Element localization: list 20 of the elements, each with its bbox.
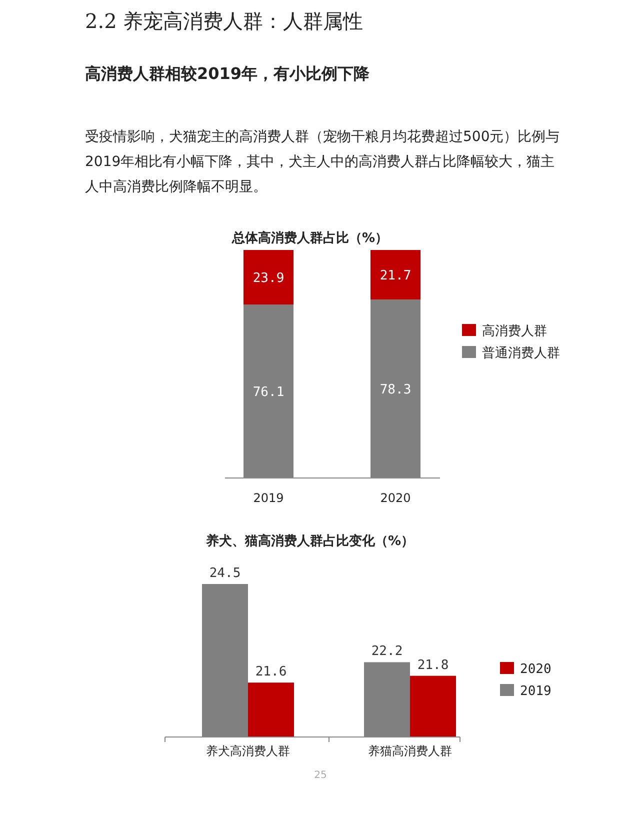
- x-tick-label: 养猫高消费人群: [368, 744, 452, 758]
- data-label: 21.6: [255, 664, 287, 680]
- legend-label: 普通消费人群: [482, 345, 560, 361]
- data-label: 76.1: [252, 385, 284, 400]
- x-tick-label: 养犬高消费人群: [206, 744, 290, 758]
- text: 受疫情影响，犬猫宠主的高消费人群（宠物干粮月均花费超过500元）比例与2019年相比有小幅下降，其中，犬主人中的高消费人群占比降幅较大，猫主人中高消费比例降幅不明显。: [85, 128, 561, 197]
- data-label: 24.5: [209, 566, 241, 581]
- legend-label: 2019: [520, 684, 552, 699]
- legend-label: 高消费人群: [482, 323, 547, 339]
- data-label: 78.3: [380, 382, 412, 398]
- chart-title: 养犬、猫高消费人群占比变化（%）: [204, 533, 414, 549]
- text: 25: [313, 770, 328, 781]
- chart-title: 总体高消费人群占比（%）: [230, 230, 388, 246]
- data-label: 21.8: [417, 658, 449, 673]
- text: 高消费人群相较2019年，有小比例下降: [85, 64, 370, 85]
- legend-label: 2020: [520, 662, 552, 677]
- data-label: 23.9: [252, 271, 284, 286]
- data-label: 21.7: [380, 268, 412, 284]
- text: 2.2 养宠高消费人群：人群属性: [85, 8, 364, 35]
- data-label: 22.2: [371, 644, 403, 660]
